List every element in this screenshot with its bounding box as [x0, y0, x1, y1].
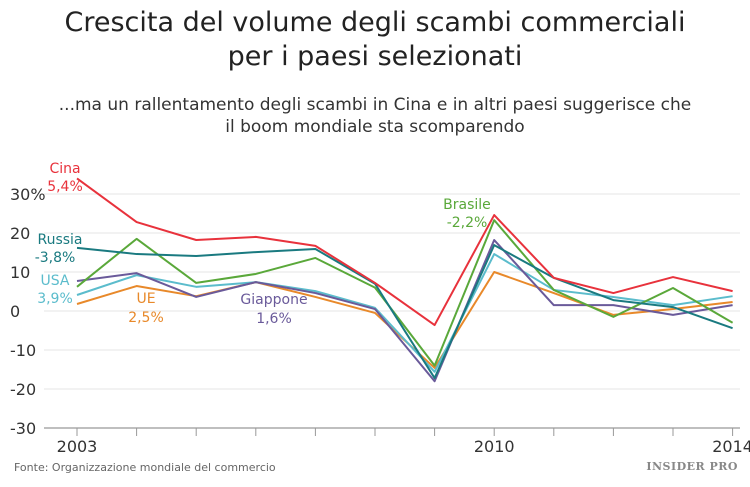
series-label-cina: Cina [49, 161, 80, 177]
series-value-ue: 2,5% [128, 310, 164, 326]
series-value-cina: 5,4% [47, 179, 83, 195]
title-line-1: Crescita del volume degli scambi commerc… [64, 7, 686, 38]
series-value-giappone: 1,6% [256, 311, 292, 327]
y-tick-label: 0 [10, 302, 20, 321]
subtitle-line-2: il boom mondiale sta scomparendo [225, 117, 525, 137]
series-value-brasile: -2,2% [447, 215, 488, 231]
x-tick-label: 2003 [57, 437, 98, 456]
subtitle-line-1: ...ma un rallentamento degli scambi in C… [58, 95, 692, 115]
insider-pro-logo: INSIDER PRO [646, 460, 738, 473]
series-line-brasile [76, 219, 734, 367]
chart-subtitle: ...ma un rallentamento degli scambi in C… [0, 94, 750, 138]
series-line-giappone [76, 239, 733, 383]
series-label-usa: USA [41, 273, 70, 289]
series-line-ue [76, 271, 733, 369]
y-tick-label: -30 [10, 419, 36, 438]
series-label-brasile: Brasile [443, 197, 491, 213]
series-value-usa: 3,9% [37, 291, 73, 307]
y-tick-label: 30% [10, 185, 46, 204]
series-label-ue: UE [136, 291, 155, 307]
y-tick-label: 20 [10, 224, 30, 243]
source-note: Fonte: Organizzazione mondiale del comme… [14, 461, 276, 474]
y-tick-label: -10 [10, 341, 36, 360]
series-line-russia [76, 244, 733, 380]
title-line-2: per i paesi selezionati [227, 41, 523, 72]
x-tick-label: 2010 [474, 437, 515, 456]
series-label-giappone: Giappone [240, 292, 307, 308]
series-line-cina [76, 177, 733, 327]
y-tick-label: 10 [10, 263, 30, 282]
series-value-russia: -3,8% [35, 250, 76, 266]
chart-title: Crescita del volume degli scambi commerc… [0, 6, 750, 74]
y-tick-label: -20 [10, 380, 36, 399]
series-line-usa [76, 253, 733, 373]
x-tick-label: 2014 [712, 437, 750, 456]
series-label-russia: Russia [37, 232, 82, 248]
